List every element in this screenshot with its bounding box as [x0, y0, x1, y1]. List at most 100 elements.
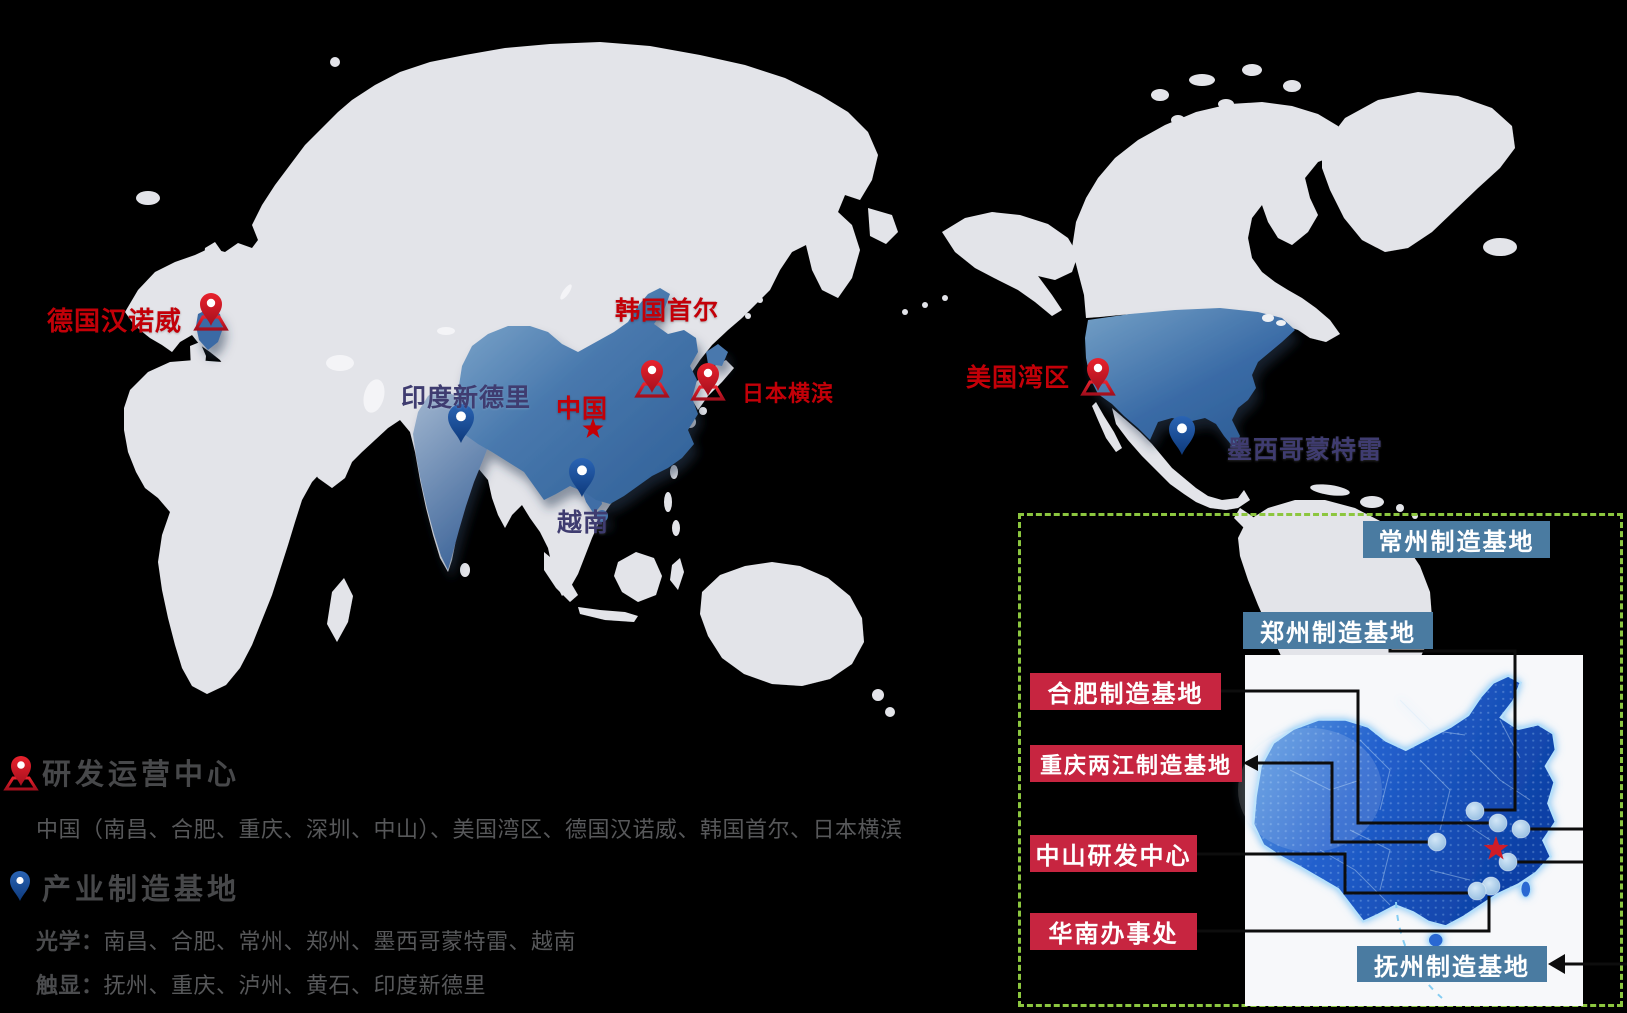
china-star-icon: [582, 417, 604, 438]
philippines-shape: [664, 492, 672, 512]
inset-label-fuzhou: 抚州制造基地: [1357, 946, 1547, 982]
inset-label-zhengzhou: 郑州制造基地: [1243, 612, 1433, 649]
canada-shape: [1072, 102, 1348, 342]
city-dot: [1427, 832, 1447, 852]
sulawesi-shape: [670, 558, 684, 590]
label-vietnam: 越南: [557, 509, 610, 537]
great-lake-2: [1276, 320, 1286, 326]
arctic-arch-3: [1242, 64, 1262, 76]
legend-mfg-title: 产业制造基地: [42, 874, 241, 906]
arctic-islet-1: [465, 65, 475, 75]
hokkaido-shape: [706, 344, 728, 366]
new-guinea-shape: [738, 585, 812, 615]
china-shape: [456, 288, 698, 504]
arctic-arch-1: [1151, 89, 1169, 101]
africa-shape: [124, 360, 355, 694]
mfg-base-pin-icon: [10, 871, 30, 901]
arctic-arch-2: [1189, 74, 1215, 86]
legend-optics-items: 南昌、合肥、常州、郑州、墨西哥蒙特雷、越南: [103, 929, 577, 954]
puerto-rico-shape: [1396, 504, 1404, 512]
svalbard-islet: [330, 57, 340, 67]
borneo-shape: [614, 552, 662, 602]
legend-optics-line: 光学：南昌、合肥、常州、郑州、墨西哥蒙特雷、越南: [36, 924, 576, 956]
aleutian-1: [902, 309, 908, 315]
hispaniola-shape: [1360, 496, 1384, 508]
pin-korea-seoul-icon: [635, 358, 669, 398]
label-japan-yokohama: 日本横滨: [742, 381, 835, 406]
fareast-russia-tip-shape: [868, 208, 898, 244]
arctic-arch-6: [1171, 115, 1185, 125]
connector-hefei: [1221, 689, 1489, 825]
inset-city-dots: [1427, 801, 1531, 901]
connector-chongqing: [1256, 761, 1428, 844]
arctic-islet-2: [516, 54, 524, 62]
mexico-shape: [1112, 408, 1250, 510]
sakhalin-shape: [699, 292, 712, 336]
pin-japan-yokohama-icon: [691, 361, 725, 401]
greenland-shape: [1322, 92, 1515, 252]
legend-rd-items: 中国（南昌、合肥、重庆、深圳、中山）、美国湾区、德国汉诺威、韩国首尔、日本横滨: [36, 817, 903, 842]
hainan-shape: [596, 510, 608, 522]
pin-usa-bayarea-icon: [1081, 356, 1115, 396]
uk-shape: [196, 242, 222, 298]
aleutian-3: [942, 295, 948, 301]
legend-touch-line: 触显：抚州、重庆、泸州、黄石、印度新德里: [36, 968, 486, 1000]
lake-balkhash: [437, 327, 455, 335]
java-shape: [578, 607, 638, 622]
legend-touch-items: 抚州、重庆、泸州、黄石、印度新德里: [103, 973, 487, 998]
aleutian-2: [922, 302, 928, 308]
nz-south-shape: [885, 707, 895, 717]
label-korea-seoul: 韩国首尔: [615, 297, 720, 325]
arrowhead-chongqing: [1243, 755, 1258, 771]
pin-vietnam-icon: [569, 458, 595, 497]
nz-north-shape: [872, 689, 884, 701]
iceland-right-shape: [1483, 238, 1517, 256]
madagascar-shape: [327, 578, 353, 642]
inset-label-hefei: 合肥制造基地: [1030, 673, 1221, 710]
ireland-shape: [177, 273, 191, 291]
sumatra-shape: [544, 552, 578, 602]
label-germany-hannover: 德国汉诺威: [47, 306, 183, 336]
arctic-islet-3: [580, 47, 590, 57]
legend-rd-title: 研发运营中心: [42, 759, 241, 791]
inset-red-star: [1483, 836, 1509, 860]
caspian-sea: [363, 379, 385, 413]
label-china: 中国: [556, 395, 609, 423]
continent-eurasia-africa: [124, 42, 895, 717]
arctic-islet-4: [636, 52, 644, 60]
srilanka-shape: [460, 563, 470, 577]
inset-taiwan-shape: [1520, 880, 1532, 898]
city-dot: [1511, 819, 1531, 839]
lakes: [326, 284, 572, 413]
label-india-newdelhi: 印度新德里: [401, 384, 532, 412]
pin-mexico-monterrey-icon: [1169, 416, 1195, 455]
kuril-islet-2: [745, 313, 751, 319]
city-dot: [1465, 801, 1485, 821]
baja-shape: [1092, 402, 1122, 452]
inset-label-changzhou: 常州制造基地: [1363, 521, 1550, 558]
highlighted-countries-right: [1085, 308, 1295, 448]
lake-baikal: [560, 284, 572, 300]
cuba-shape: [1310, 484, 1350, 496]
pin-germany-hannover-icon: [194, 291, 228, 331]
arctic-arch-5: [1218, 99, 1234, 109]
city-dot: [1467, 881, 1487, 901]
connector-southchina: [1197, 896, 1491, 933]
connector-zhongshan: [1197, 852, 1468, 895]
city-dot: [1498, 852, 1518, 872]
inset-label-southchina: 华南办事处: [1030, 913, 1197, 950]
iceland-shape: [136, 191, 160, 205]
inset-label-chongqing: 重庆两江制造基地: [1030, 745, 1242, 782]
kuril-islet-1: [757, 297, 763, 303]
great-lake-1: [1262, 314, 1274, 322]
inset-china-shape: [1238, 674, 1557, 948]
city-dot: [1488, 813, 1508, 833]
rd-center-pin-icon: [3, 756, 39, 791]
arctic-arch-4: [1283, 80, 1301, 92]
inset-west-highlight: [1238, 728, 1382, 852]
highlighted-countries-left: [196, 288, 728, 570]
